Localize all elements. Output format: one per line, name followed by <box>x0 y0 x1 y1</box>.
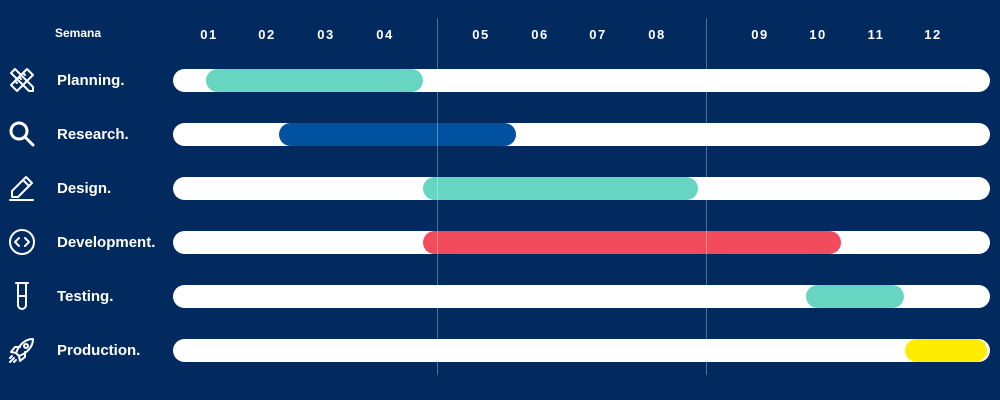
task-label: Testing. <box>57 288 114 305</box>
task-bar <box>904 339 988 362</box>
test-tube-icon <box>6 280 38 312</box>
search-icon <box>6 118 38 150</box>
task-label: Design. <box>57 180 112 197</box>
task-label: Planning. <box>57 72 125 89</box>
pen-icon <box>6 172 38 204</box>
task-bar <box>806 285 905 308</box>
month-separator-line <box>706 18 707 375</box>
week-label-02: 02 <box>258 27 276 42</box>
week-label-03: 03 <box>317 27 335 42</box>
month-separator-line <box>437 18 438 375</box>
task-bar <box>278 123 517 146</box>
week-label-08: 08 <box>648 27 666 42</box>
week-label-12: 12 <box>924 27 942 42</box>
task-track <box>173 285 990 308</box>
task-bar <box>423 177 699 200</box>
task-label: Research. <box>57 126 129 143</box>
pencil-ruler-icon <box>6 64 38 96</box>
week-header: Semana <box>55 26 102 40</box>
task-bar <box>423 231 842 254</box>
task-label: Production. <box>57 342 141 359</box>
task-label: Development. <box>57 234 156 251</box>
task-bar <box>206 69 424 92</box>
week-label-09: 09 <box>751 27 769 42</box>
week-label-07: 07 <box>589 27 607 42</box>
rocket-icon <box>6 334 38 366</box>
week-label-01: 01 <box>200 27 218 42</box>
week-label-05: 05 <box>472 27 490 42</box>
week-label-04: 04 <box>376 27 394 42</box>
code-icon <box>6 226 38 258</box>
week-label-06: 06 <box>531 27 549 42</box>
week-label-11: 11 <box>867 27 885 42</box>
task-track <box>173 339 990 362</box>
week-label-10: 10 <box>809 27 827 42</box>
